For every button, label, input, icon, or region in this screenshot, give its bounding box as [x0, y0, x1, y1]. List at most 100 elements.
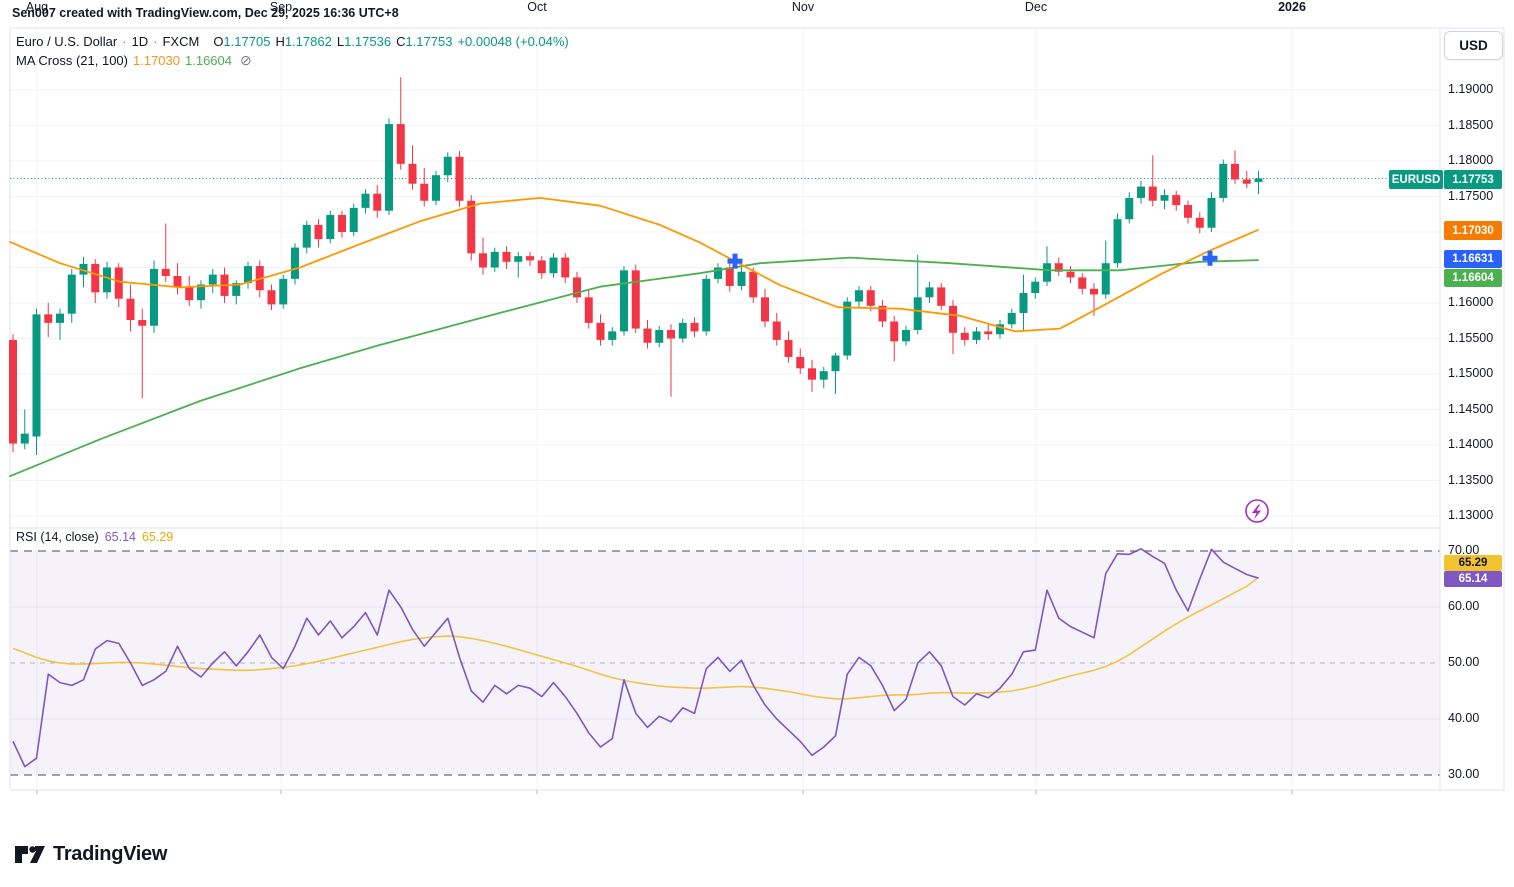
candle-body	[714, 267, 722, 279]
candle-body	[467, 200, 476, 254]
candle-body	[208, 274, 217, 285]
candle-body	[808, 368, 816, 380]
candle-body	[984, 331, 993, 335]
last-price-badge: EURUSD 1.17753	[1389, 170, 1502, 189]
candle-body	[949, 305, 957, 333]
candle-body	[1031, 281, 1040, 294]
watermark-text: Sen007 created with TradingView.com, Dec…	[12, 6, 399, 20]
price-axis-tick: 1.13500	[1448, 472, 1494, 487]
candle-body	[1066, 271, 1075, 278]
candle-body	[819, 371, 828, 380]
candle-body	[526, 256, 534, 261]
price-axis-tick: 1.17500	[1448, 188, 1494, 203]
candle-body	[902, 329, 910, 342]
price-axis-tick: 1.18500	[1448, 117, 1494, 132]
candle-body	[432, 175, 440, 201]
exchange-label: FXCM	[162, 34, 200, 49]
candle-body	[937, 287, 946, 306]
candle-body	[1254, 178, 1263, 182]
time-axis-label: Oct	[527, 0, 547, 14]
currency-button[interactable]: USD	[1444, 31, 1503, 60]
indicator-name: MA Cross (21, 100)	[16, 53, 128, 68]
candle-body	[326, 214, 335, 240]
rsi-badge: 65.14	[1444, 571, 1502, 587]
candle-body	[349, 207, 358, 232]
indicator-disabled-icon[interactable]: ⊘	[240, 52, 252, 68]
candle-body	[126, 298, 135, 321]
ohlc-low: L1.17536	[336, 34, 392, 49]
last-price-value: 1.17753	[1444, 170, 1502, 189]
ma-cross-marker	[727, 253, 743, 269]
candle-body	[161, 268, 170, 277]
candle-body	[925, 287, 934, 298]
candle-body	[385, 124, 393, 211]
time-axis-label: Sep	[269, 0, 293, 14]
candle-body	[455, 156, 464, 201]
candle-body	[32, 314, 41, 437]
price-axis-tick: 1.15500	[1448, 330, 1494, 345]
symbol-title: Euro / U.S. Dollar	[16, 34, 118, 49]
price-axis-tick: 1.16000	[1448, 295, 1494, 309]
candle-body	[631, 270, 640, 329]
candle-body	[103, 267, 111, 293]
ma-fast-value: 1.17030	[133, 53, 180, 68]
candle-body	[479, 253, 487, 268]
rsi-line	[12, 547, 1259, 768]
candle-body	[1207, 197, 1216, 228]
candle-body	[338, 214, 346, 232]
candle-body	[678, 322, 687, 339]
price-axis-tick: 1.14000	[1448, 437, 1494, 451]
candle-body	[655, 329, 664, 343]
ohlc-close: C1.17753	[396, 34, 453, 49]
rsi-axis-tick: 50.00	[1448, 655, 1480, 669]
ma-slow-badge: 1.16604	[1444, 269, 1502, 287]
candle-body	[361, 193, 370, 208]
ma-slow-value: 1.16604	[185, 53, 232, 68]
ma-cross-marker	[1202, 250, 1218, 266]
candle-body	[866, 290, 875, 306]
rsi-ma-line	[12, 576, 1259, 700]
candle-body	[549, 257, 558, 274]
price-axis-tick: 1.14500	[1448, 401, 1494, 416]
separator-dot: ·	[122, 34, 127, 49]
candle-body	[20, 433, 29, 444]
candle-body	[1054, 263, 1063, 272]
candle-body	[244, 266, 252, 284]
tradingview-logo-text: TradingView	[53, 842, 168, 865]
candle-body	[1160, 195, 1169, 201]
candle-body	[67, 274, 76, 314]
rsi-axis-tick: 60.00	[1448, 599, 1480, 613]
ohlc-high: H1.17862	[275, 34, 332, 49]
candle-body	[878, 305, 887, 322]
candle-body	[890, 321, 899, 342]
candle-body	[1219, 163, 1228, 198]
candle-body	[197, 284, 205, 301]
rsi-axis-tick: 40.00	[1448, 711, 1480, 725]
candle-body	[913, 297, 922, 330]
symbol-badge-label: EURUSD	[1389, 170, 1443, 189]
rsi-name: RSI (14, close)	[16, 530, 99, 544]
candle-body	[996, 324, 1004, 335]
price-axis-tick: 1.13000	[1448, 508, 1494, 522]
candle-body	[1125, 197, 1134, 220]
candle-body	[1184, 205, 1192, 218]
candle-body	[1078, 277, 1087, 289]
candle-body	[138, 320, 147, 326]
candle-body	[561, 257, 570, 278]
candle-body	[784, 339, 793, 357]
candle-body	[1090, 288, 1098, 295]
candle-body	[232, 283, 241, 296]
candle-body	[514, 256, 523, 262]
candle-body	[490, 251, 499, 268]
candle-body	[1148, 186, 1157, 201]
candle-body	[1172, 195, 1181, 206]
lightning-bolt	[1252, 504, 1261, 520]
candle-body	[502, 251, 511, 262]
separator-dot: ·	[153, 34, 158, 49]
rsi-axis-tick: 30.00	[1448, 767, 1480, 781]
time-axis-label: Nov	[791, 0, 815, 14]
candle-body	[279, 278, 288, 305]
candle-body	[1019, 293, 1028, 313]
